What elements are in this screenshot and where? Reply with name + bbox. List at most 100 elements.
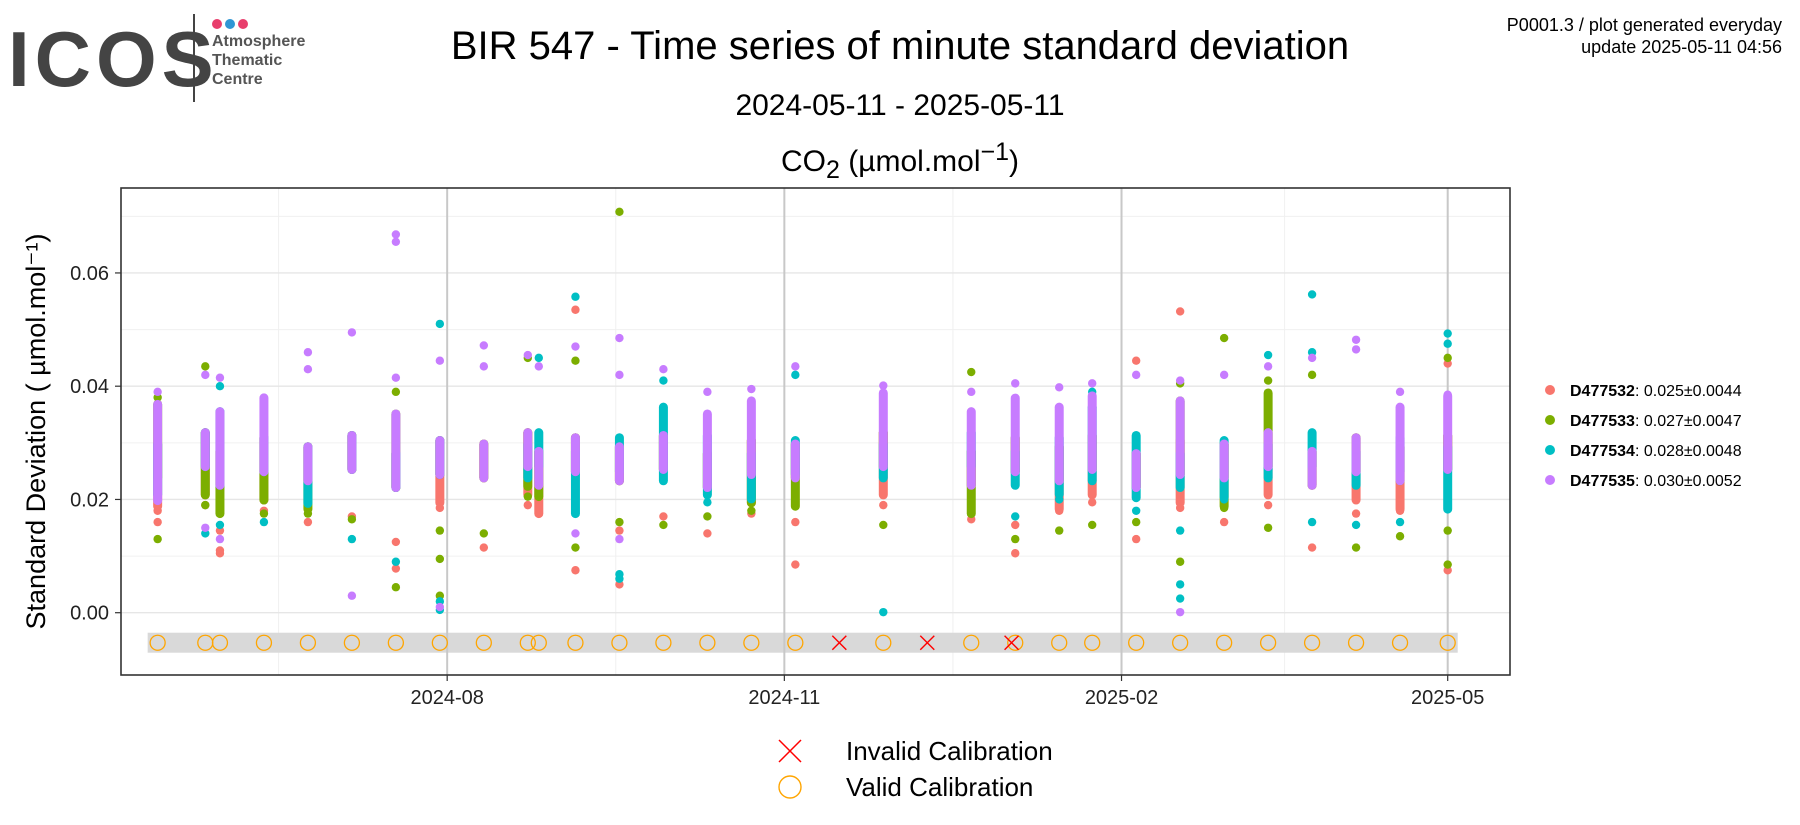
data-point: [1395, 532, 1405, 541]
data-point: [1088, 379, 1097, 388]
data-point: [791, 370, 800, 380]
y-tick-label: 0.00: [70, 603, 109, 625]
data-point: [703, 512, 712, 521]
data-point: [479, 543, 489, 552]
valid-calibration-marker: [431, 634, 448, 651]
data-point: [534, 353, 543, 363]
data-point: [1011, 379, 1020, 388]
valid-calibration-marker: [1259, 634, 1277, 651]
data-point: [659, 520, 668, 530]
invalid-calibration-marker: [1004, 635, 1020, 651]
data-point: [1175, 557, 1185, 566]
gas-unit-exponent: −1: [980, 138, 1010, 166]
valid-calibration-marker: [475, 634, 492, 651]
logo-subtitle-line: Thematic: [212, 52, 283, 69]
data-point: [615, 207, 624, 216]
valid-calibration-marker: [787, 634, 804, 651]
valid-calibration-marker: [655, 634, 672, 651]
data-point: [215, 534, 225, 544]
calibration-legend-label: Valid Calibration: [846, 772, 1033, 802]
data-point: [391, 537, 401, 547]
valid-calibration-marker: [1347, 634, 1365, 651]
data-point: [747, 384, 756, 394]
data-point: [1351, 520, 1361, 530]
data-point: [347, 328, 357, 337]
logo-subtitle-line: Atmosphere: [212, 33, 306, 50]
data-point: [571, 305, 580, 314]
data-point: [1395, 387, 1405, 397]
data-point: [215, 520, 225, 530]
legend-series-stat: : 0.027±0.0047: [1635, 413, 1742, 430]
data-point: [201, 362, 210, 371]
data-point: [347, 591, 357, 600]
data-point: [879, 607, 888, 617]
legend-valid-calibration-symbol: [778, 775, 802, 799]
legend-entry: D477535: 0.030±0.0052: [1570, 473, 1742, 490]
y-tick-label: 0.06: [70, 263, 109, 285]
data-point: [659, 365, 668, 374]
data-point: [615, 517, 624, 527]
y-axis-label: Standard Deviation ( µmol.mol⁻¹): [21, 234, 51, 630]
data-point: [1263, 362, 1273, 371]
data-point: [1443, 339, 1452, 348]
plot-metadata: P0001.3 / plot generated everyday update…: [1507, 14, 1782, 58]
valid-calibration-marker: [387, 634, 405, 651]
data-point: [153, 387, 162, 397]
valid-calibration-marker: [1439, 634, 1456, 651]
data-point: [615, 526, 624, 535]
data-point: [1351, 509, 1361, 518]
data-point: [615, 370, 624, 380]
valid-calibration-marker: [343, 634, 361, 651]
data-point: [1443, 329, 1452, 338]
data-point: [1351, 543, 1361, 552]
valid-calibration-marker: [299, 634, 317, 651]
logo-dot: [212, 19, 222, 29]
data-point: [1307, 543, 1317, 552]
data-point: [659, 376, 668, 385]
valid-calibration-marker: [1391, 634, 1409, 651]
data-point: [1443, 353, 1452, 363]
data-point: [1219, 370, 1229, 380]
data-point: [523, 492, 533, 501]
valid-calibration-marker: [1007, 634, 1024, 651]
x-tick-label: 2025-02: [1085, 687, 1158, 709]
data-point: [879, 520, 888, 530]
data-point: [391, 237, 401, 246]
valid-calibration-marker: [1215, 634, 1233, 651]
data-point: [1307, 290, 1317, 299]
valid-calibration-marker: [255, 634, 273, 651]
valid-calibration-marker: [149, 634, 166, 651]
data-point: [435, 356, 445, 365]
data-point: [747, 506, 756, 515]
logo-wordmark: ICOS: [8, 15, 219, 103]
data-point: [259, 517, 269, 527]
legend-series-name: D477534: [1570, 443, 1635, 460]
data-point: [215, 549, 225, 558]
data-point: [1351, 345, 1361, 354]
data-point: [435, 602, 445, 612]
logo-subtitle-line: Centre: [212, 71, 263, 88]
logo-dot: [238, 19, 248, 29]
data-point: [1175, 307, 1185, 316]
x-tick-label: 2025-05: [1411, 687, 1484, 709]
y-tick-label: 0.02: [70, 489, 109, 511]
data-point: [1131, 534, 1141, 544]
data-point: [571, 292, 580, 301]
x-tick-label: 2024-08: [410, 687, 483, 709]
data-point: [571, 566, 580, 575]
gas-subscript: 2: [825, 156, 840, 184]
data-point: [347, 515, 357, 524]
data-point: [659, 512, 668, 521]
data-point: [1175, 607, 1185, 617]
data-point: [1175, 594, 1185, 603]
data-point: [1175, 376, 1185, 385]
data-point: [391, 230, 401, 239]
data-point: [1263, 500, 1273, 510]
x-tick-label: 2024-11: [748, 687, 820, 709]
data-point: [615, 534, 624, 544]
data-point: [523, 350, 533, 360]
data-point: [1011, 534, 1020, 544]
data-point: [1443, 526, 1452, 535]
data-point: [1219, 517, 1229, 527]
